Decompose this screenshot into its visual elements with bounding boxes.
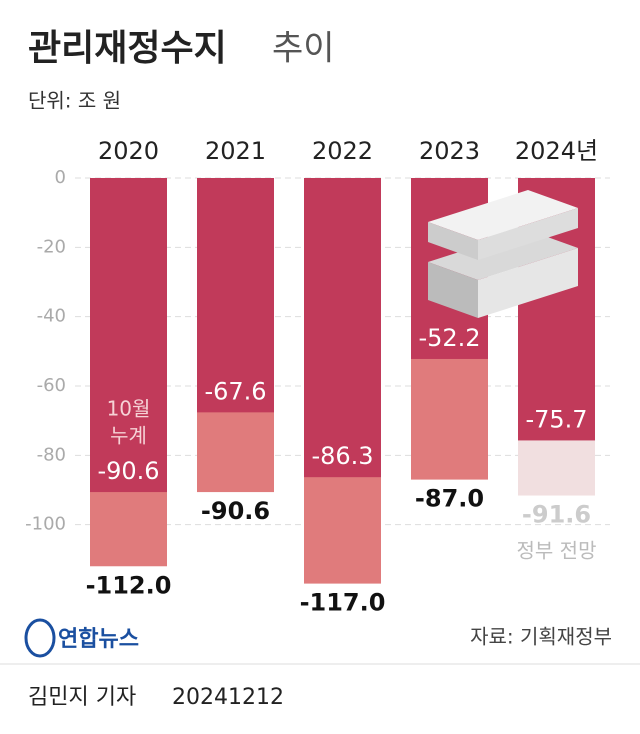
y-tick-label: -60 xyxy=(37,375,66,396)
y-tick-label: 0 xyxy=(55,167,66,188)
x-tick-label: 2022 xyxy=(312,137,373,165)
y-tick-label: -40 xyxy=(37,306,66,327)
value-label: -87.0 xyxy=(415,485,484,513)
y-tick-label: -20 xyxy=(37,236,66,257)
bar xyxy=(197,178,274,413)
byline: 김민지 기자 xyxy=(28,685,136,710)
chart-title: 관리재정수지 xyxy=(28,28,227,69)
value-label: -112.0 xyxy=(86,571,172,599)
x-tick-label: 2020 xyxy=(98,137,159,165)
value-label: -67.6 xyxy=(204,377,266,405)
x-tick-label: 2024년 xyxy=(515,137,598,165)
bar xyxy=(304,178,381,478)
plot: 0 -20 -40 -60 -80 -100 2020 -112.0 -90.6 2021 -90.… xyxy=(25,137,610,617)
x-tick-label: 2023 xyxy=(419,137,480,165)
value-label: -91.6 xyxy=(522,501,591,529)
money-icon xyxy=(428,190,578,318)
bar xyxy=(90,178,167,493)
value-label: -52.2 xyxy=(418,324,480,352)
unit-label: 단위: 조 원 xyxy=(28,89,121,113)
logo: 연합뉴스 xyxy=(24,618,139,658)
y-tick-label: -100 xyxy=(25,514,66,535)
annotation: 10월 xyxy=(107,397,151,421)
annotation: 정부 전망 xyxy=(517,539,597,563)
x-tick-label: 2021 xyxy=(205,137,266,165)
annotation: 누계 xyxy=(110,424,147,448)
value-label: -117.0 xyxy=(300,589,386,617)
y-tick-label: -80 xyxy=(37,444,66,465)
logo-text: 연합뉴스 xyxy=(58,626,139,652)
source: 자료: 기획재정부 xyxy=(470,625,612,649)
value-label: -90.6 xyxy=(97,457,159,485)
date: 20241212 xyxy=(172,685,284,710)
value-label: -75.7 xyxy=(525,405,587,433)
value-label: -90.6 xyxy=(201,497,270,525)
chart-title-suffix: 추이 xyxy=(272,29,335,69)
value-label: -86.3 xyxy=(311,442,373,470)
